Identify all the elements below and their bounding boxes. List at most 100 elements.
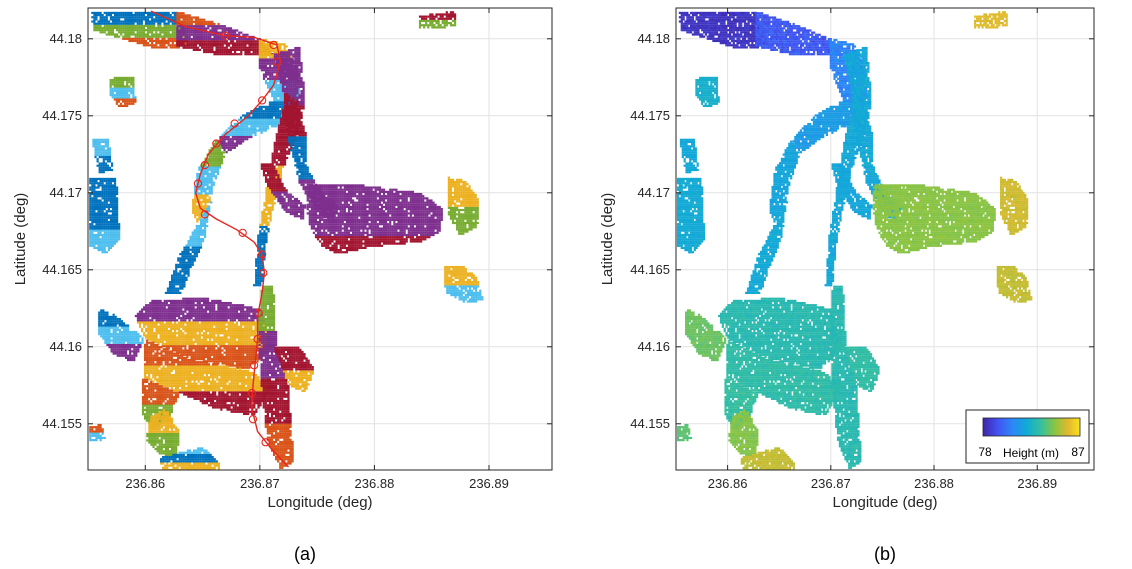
cluster-point <box>198 22 202 26</box>
cluster-point <box>228 382 231 385</box>
cluster-point <box>219 48 222 51</box>
cluster-point <box>206 157 209 161</box>
cluster-point <box>219 310 222 313</box>
cluster-point <box>197 250 201 254</box>
cluster-point <box>248 129 251 132</box>
cluster-point <box>268 105 272 108</box>
cluster-point <box>235 304 239 307</box>
cluster-point <box>207 50 210 54</box>
cluster-point <box>218 397 221 400</box>
cluster-point <box>122 20 125 23</box>
cluster-point <box>262 77 266 80</box>
cluster-point <box>151 39 154 43</box>
cluster-point <box>169 29 172 32</box>
cluster-point <box>169 332 173 335</box>
cluster-point <box>203 361 206 364</box>
cluster-point <box>167 329 170 333</box>
cluster-point <box>192 319 195 322</box>
cluster-point <box>218 371 221 375</box>
cluster-point <box>138 31 141 34</box>
cluster-point <box>235 340 239 343</box>
cluster-point <box>231 338 234 341</box>
cluster-point <box>156 343 159 347</box>
cluster-point <box>155 319 158 322</box>
cluster-point <box>238 369 242 372</box>
cluster-point <box>158 382 161 385</box>
cluster-point <box>173 283 176 286</box>
cluster-point <box>229 142 232 145</box>
cluster-point <box>252 317 255 320</box>
cluster-point <box>200 321 203 324</box>
cluster-point <box>272 101 276 104</box>
cluster-point <box>150 348 153 351</box>
cluster-point <box>239 342 243 346</box>
cluster-point <box>215 317 218 320</box>
cluster-point <box>186 16 189 19</box>
cluster-point <box>236 393 239 396</box>
cluster-point <box>271 66 274 70</box>
cluster-point <box>196 353 199 356</box>
cluster-point <box>255 410 258 413</box>
cluster-point <box>149 334 152 337</box>
cluster-point <box>229 48 233 51</box>
cluster-point <box>242 347 245 350</box>
cluster-point <box>169 13 172 17</box>
cluster-point <box>214 389 217 392</box>
cluster-point <box>240 410 244 413</box>
cluster-point <box>200 355 203 359</box>
cluster-point <box>262 69 266 72</box>
cluster-point <box>169 319 173 322</box>
cluster-point <box>224 376 227 379</box>
cluster-point <box>163 312 166 315</box>
cluster-point <box>237 142 241 145</box>
cluster-point <box>173 31 176 34</box>
cluster-point <box>230 397 233 400</box>
cluster-point <box>168 369 171 372</box>
cluster-point <box>183 274 186 277</box>
cluster-point <box>189 261 192 264</box>
cluster-point <box>204 334 208 337</box>
cluster-point <box>105 29 108 32</box>
cluster-point <box>273 66 276 70</box>
cluster-point <box>246 334 249 337</box>
cluster-point <box>158 363 161 366</box>
cluster-point <box>223 342 226 346</box>
cluster-point <box>215 44 218 47</box>
cluster-point <box>180 334 183 337</box>
cluster-point <box>211 27 214 30</box>
cluster-point <box>214 367 217 370</box>
cluster-point <box>252 46 255 49</box>
cluster-point <box>252 362 255 365</box>
cluster-point <box>192 345 195 348</box>
cluster-point <box>172 384 176 388</box>
cluster-point <box>205 48 208 51</box>
cluster-point <box>197 248 201 251</box>
cluster-point <box>236 374 239 377</box>
cluster-point <box>176 33 179 36</box>
cluster-point <box>163 342 166 346</box>
cluster-point <box>242 140 245 143</box>
cluster-point <box>258 56 261 59</box>
cluster-point <box>103 22 106 25</box>
cluster-point <box>192 314 195 318</box>
cluster-point <box>178 332 181 335</box>
cluster-point <box>222 367 225 370</box>
cluster-point <box>153 332 156 335</box>
cluster-point <box>236 46 239 49</box>
cluster-point <box>165 308 168 311</box>
cluster-point <box>231 40 235 43</box>
cluster-point <box>219 304 222 307</box>
cluster-point <box>238 376 242 379</box>
cluster-point <box>187 261 190 264</box>
cluster-point <box>156 367 159 370</box>
cluster-point <box>245 399 248 403</box>
cluster-point <box>220 389 223 392</box>
cluster-point <box>118 31 121 34</box>
cluster-point <box>229 362 232 365</box>
cluster-point <box>213 336 216 339</box>
cluster-point <box>176 361 180 364</box>
cluster-point <box>264 112 267 115</box>
cluster-point <box>269 56 272 59</box>
cluster-point <box>160 356 163 359</box>
cluster-point <box>173 278 176 282</box>
